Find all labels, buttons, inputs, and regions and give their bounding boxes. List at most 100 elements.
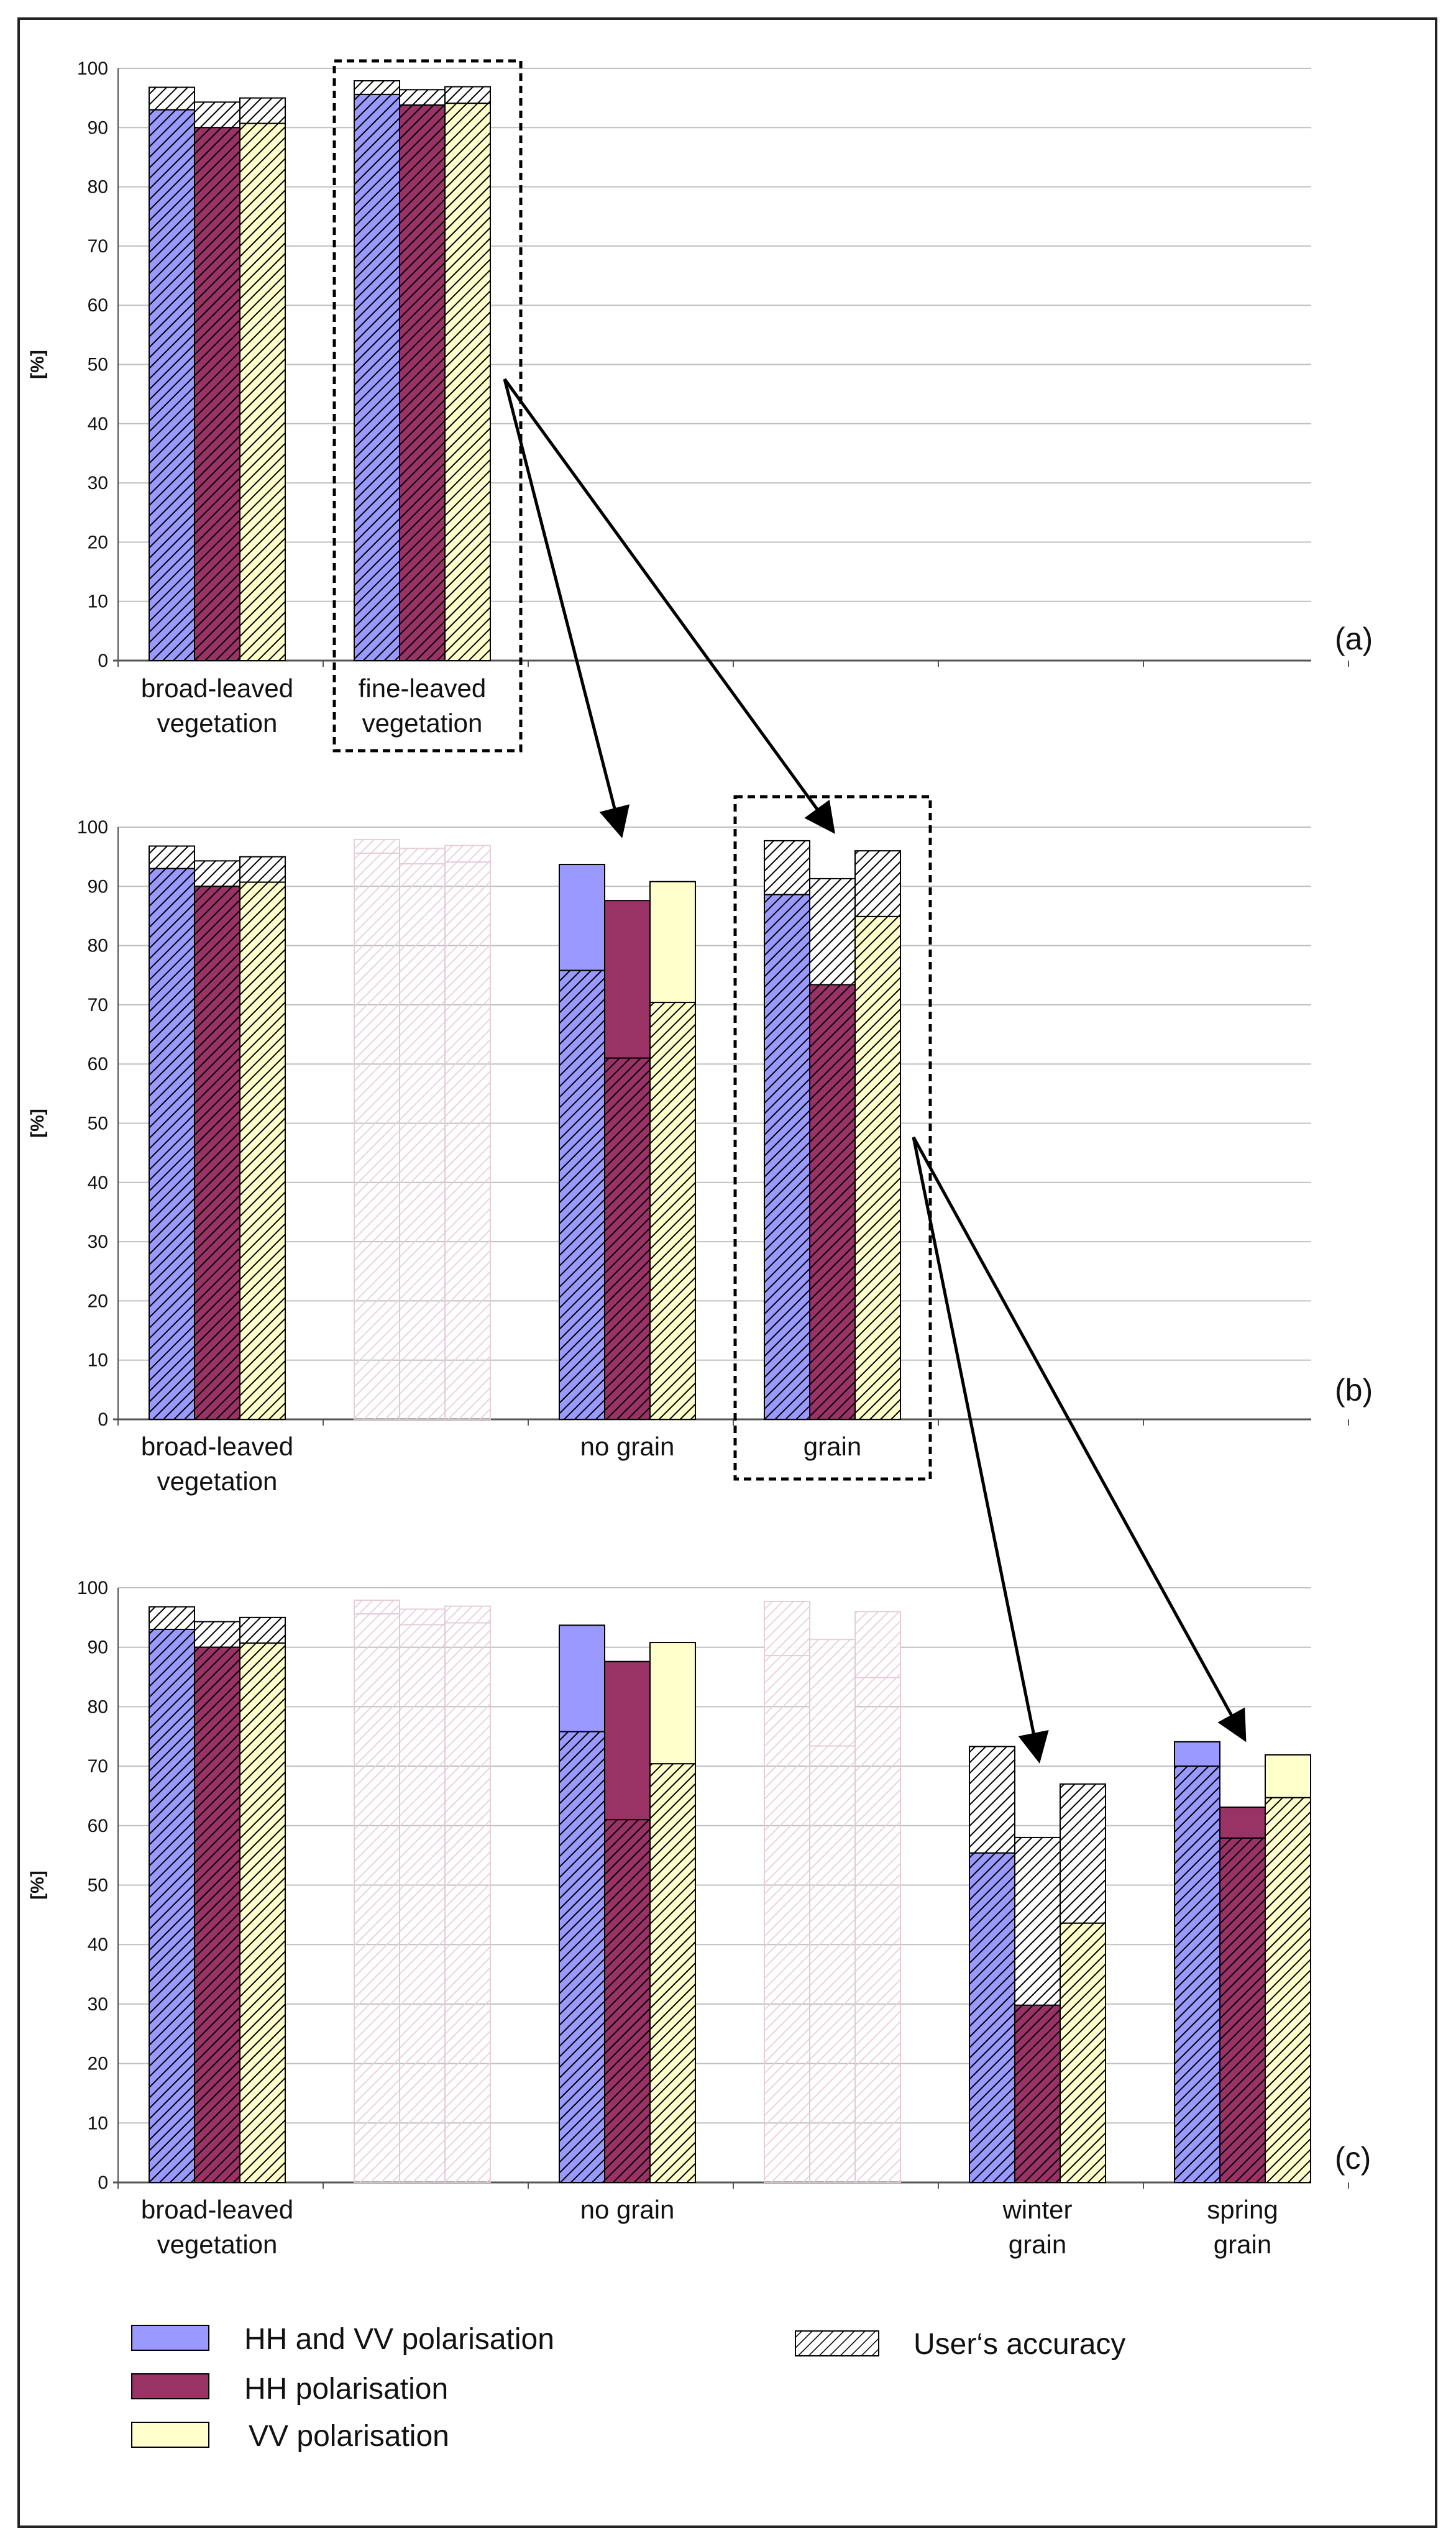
y-tick-label: 50 xyxy=(88,1114,108,1134)
panel-b-chart: 0102030405060708090100[%](b)broad-leaved… xyxy=(27,817,1373,1496)
y-tick-label: 80 xyxy=(88,936,108,956)
category-label: fine-leaved xyxy=(359,674,486,703)
bar-producers-segment xyxy=(240,124,285,661)
y-tick-label: 70 xyxy=(88,1756,108,1777)
bar-producers-segment xyxy=(354,1614,400,2182)
category-label: no grain xyxy=(580,1432,675,1461)
y-tick-label: 50 xyxy=(88,355,108,375)
y-axis-label: [%] xyxy=(27,1109,48,1138)
y-tick-label: 50 xyxy=(88,1875,108,1896)
bar-users-accuracy-segment xyxy=(764,841,810,895)
bar xyxy=(354,840,400,1419)
bar-users-accuracy-segment xyxy=(605,1820,650,2182)
bar-producers-segment xyxy=(354,94,400,661)
legend-label-hh: HH polarisation xyxy=(244,2373,448,2406)
y-tick-label: 30 xyxy=(88,1994,108,2015)
arrow-to-winter-grain xyxy=(913,1137,1039,1761)
bar xyxy=(195,102,240,661)
bar-producers-segment xyxy=(195,1647,240,2182)
y-tick-label: 80 xyxy=(88,1697,108,1717)
category-label: broad-leaved xyxy=(141,1432,293,1461)
bar xyxy=(400,848,445,1419)
bar xyxy=(354,1600,400,2182)
bar-users-accuracy-segment xyxy=(354,840,400,853)
bar xyxy=(855,851,900,1419)
bar xyxy=(969,1747,1015,2182)
bar-producers-segment xyxy=(559,864,605,971)
bar xyxy=(240,98,285,661)
bar-users-accuracy-segment xyxy=(559,971,605,1419)
bar-users-accuracy-segment xyxy=(240,98,285,124)
bar-users-accuracy-segment xyxy=(240,1618,285,1643)
bar-producers-segment xyxy=(445,1623,490,2182)
bar-producers-segment xyxy=(445,862,490,1419)
bar-producers-segment xyxy=(354,853,400,1419)
bar-users-accuracy-segment xyxy=(1265,1798,1311,2182)
bar-producers-segment xyxy=(810,984,855,1419)
bar xyxy=(764,841,810,1419)
bar xyxy=(240,1618,285,2182)
y-tick-label: 70 xyxy=(88,236,108,257)
legend-swatch-vv xyxy=(132,2422,209,2447)
bar xyxy=(149,846,195,1419)
y-tick-label: 30 xyxy=(88,1232,108,1252)
y-tick-label: 10 xyxy=(88,592,108,612)
bar-producers-segment xyxy=(149,1629,195,2182)
bar xyxy=(1060,1784,1106,2182)
bar-users-accuracy-segment xyxy=(240,857,285,882)
legend-label-hh-vv: HH and VV polarisation xyxy=(244,2323,554,2356)
bar xyxy=(1265,1755,1311,2182)
bar-users-accuracy-segment xyxy=(149,87,195,109)
bar-producers-segment xyxy=(605,1662,650,1820)
legend: HH and VV polarisation HH polarisation V… xyxy=(132,2323,1125,2453)
bar xyxy=(240,857,285,1419)
panel-c-chart: 0102030405060708090100[%](c)broad-leaved… xyxy=(27,1578,1371,2259)
bar-users-accuracy-segment xyxy=(195,1622,240,1647)
bar xyxy=(445,1606,490,2182)
y-tick-label: 60 xyxy=(88,1816,108,1836)
y-tick-label: 100 xyxy=(77,1578,108,1598)
bar-producers-segment xyxy=(1265,1755,1311,1798)
bar-users-accuracy-segment xyxy=(559,1732,605,2182)
y-tick-label: 100 xyxy=(77,817,108,838)
category-label: vegetation xyxy=(157,1467,278,1496)
y-tick-label: 100 xyxy=(77,58,108,79)
category-label: vegetation xyxy=(157,2230,278,2259)
bar-users-accuracy-segment xyxy=(855,851,900,917)
legend-swatch-hh xyxy=(132,2374,209,2399)
bar xyxy=(855,1611,900,2182)
category-label: broad-leaved xyxy=(141,674,293,703)
bar-users-accuracy-segment xyxy=(400,848,445,864)
bar-users-accuracy-segment xyxy=(650,1764,695,2182)
bar-producers-segment xyxy=(1015,2005,1060,2182)
bar-producers-segment xyxy=(1220,1807,1265,1838)
bar-producers-segment xyxy=(764,1655,810,2182)
bar-producers-segment xyxy=(855,1678,900,2182)
arrow-to-grain xyxy=(505,379,833,831)
bar xyxy=(810,1639,855,2182)
bar-producers-segment xyxy=(400,105,445,661)
bar xyxy=(445,846,490,1419)
arrow-to-no-grain xyxy=(505,379,621,835)
y-tick-label: 30 xyxy=(88,473,108,493)
bar-producers-segment xyxy=(400,1624,445,2182)
y-axis-label: [%] xyxy=(27,1871,48,1900)
y-tick-label: 20 xyxy=(88,2054,108,2074)
bar-producers-segment xyxy=(149,110,195,661)
category-label: broad-leaved xyxy=(141,2195,293,2224)
bar xyxy=(1174,1742,1220,2182)
bar-producers-segment xyxy=(810,1746,855,2182)
bar-users-accuracy-segment xyxy=(195,861,240,886)
bar-users-accuracy-segment xyxy=(149,1607,195,1629)
bar-producers-segment xyxy=(400,864,445,1419)
bar xyxy=(605,1662,650,2182)
bar xyxy=(650,1642,695,2182)
category-label: grain xyxy=(1009,2230,1066,2259)
bar xyxy=(149,87,195,661)
legend-swatch-hh-vv xyxy=(132,2325,209,2350)
bar-users-accuracy-segment xyxy=(969,1747,1015,1853)
bar xyxy=(810,879,855,1419)
y-axis-label: [%] xyxy=(27,350,48,379)
bar xyxy=(400,89,445,661)
legend-label-users-accuracy: User‘s accuracy xyxy=(913,2328,1125,2361)
